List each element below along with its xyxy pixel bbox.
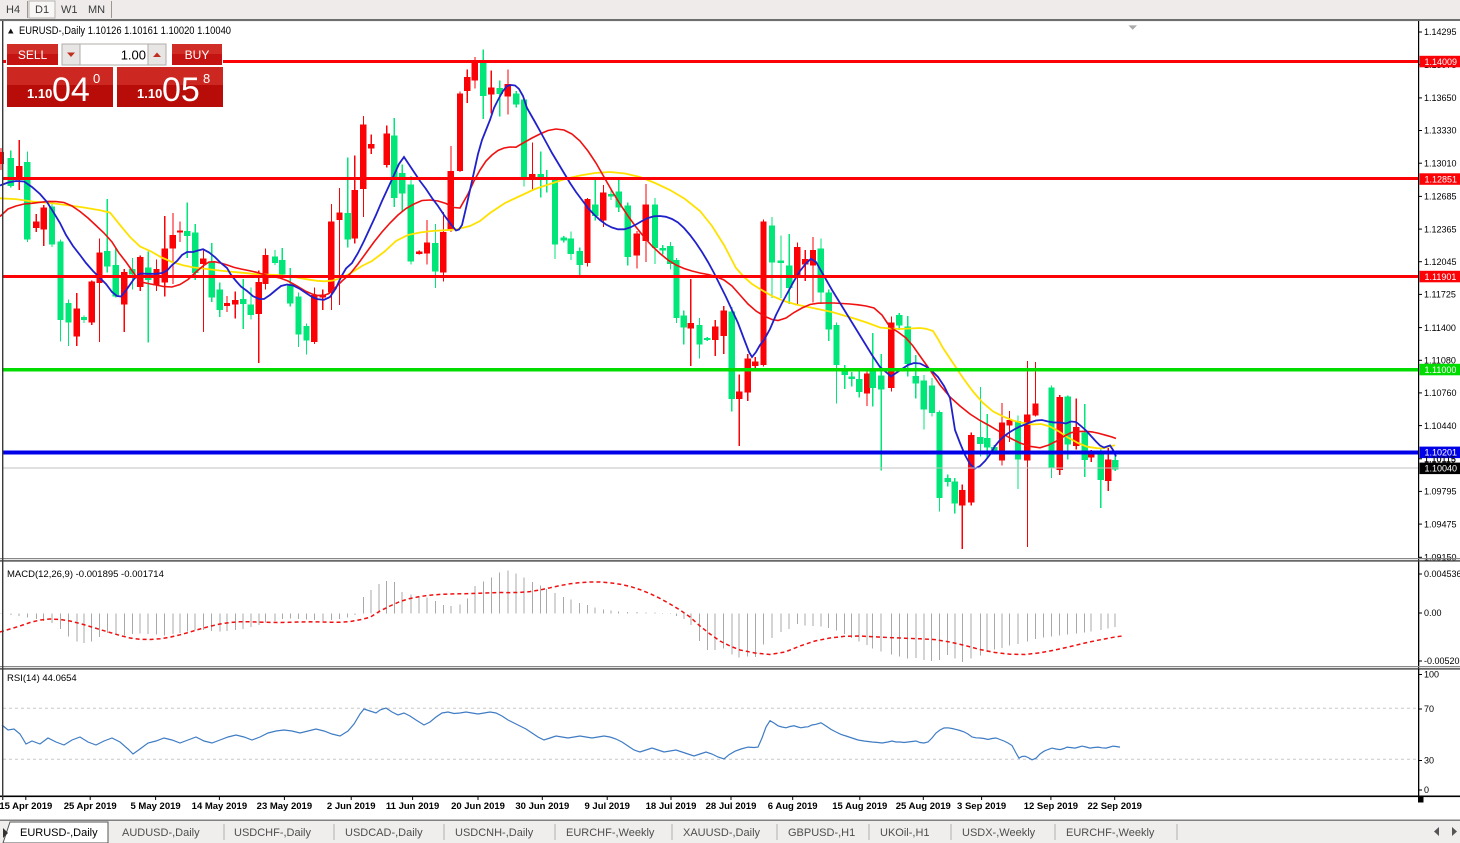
svg-text:1.10040: 1.10040	[1425, 464, 1458, 474]
svg-text:3 Sep 2019: 3 Sep 2019	[957, 801, 1006, 812]
svg-text:1.13010: 1.13010	[1424, 158, 1457, 168]
svg-text:USDCAD-,Daily: USDCAD-,Daily	[345, 827, 423, 839]
svg-text:1.11901: 1.11901	[1425, 272, 1457, 282]
svg-text:1.11080: 1.11080	[1424, 356, 1456, 366]
svg-text:9 Jul 2019: 9 Jul 2019	[584, 801, 629, 812]
svg-text:USDCNH-,Daily: USDCNH-,Daily	[455, 827, 534, 839]
svg-text:1.09475: 1.09475	[1424, 519, 1457, 529]
svg-text:1.11400: 1.11400	[1424, 323, 1456, 333]
svg-text:1.10115: 1.10115	[1424, 455, 1456, 465]
svg-text:1.09150: 1.09150	[1424, 553, 1457, 563]
svg-text:1.12685: 1.12685	[1424, 192, 1457, 202]
svg-text:70: 70	[1424, 704, 1434, 714]
svg-text:1.11000: 1.11000	[1425, 365, 1457, 375]
svg-text:20 Jun 2019: 20 Jun 2019	[451, 801, 505, 812]
svg-text:UKOil-,H1: UKOil-,H1	[880, 827, 930, 839]
svg-text:0.004536: 0.004536	[1424, 569, 1460, 579]
svg-text:W1: W1	[61, 4, 78, 16]
svg-text:1.12851: 1.12851	[1425, 174, 1458, 184]
svg-text:EURUSD-,Daily 1.10126 1.10161: EURUSD-,Daily 1.10126 1.10161 1.10020 1.…	[19, 25, 231, 37]
svg-text:15 Apr 2019: 15 Apr 2019	[0, 801, 52, 812]
svg-text:EURUSD-,Daily: EURUSD-,Daily	[20, 827, 98, 839]
svg-text:1.12045: 1.12045	[1424, 257, 1457, 267]
svg-text:25 Aug 2019: 25 Aug 2019	[896, 801, 951, 812]
svg-text:04: 04	[52, 71, 90, 109]
svg-text:14 May 2019: 14 May 2019	[192, 801, 247, 812]
svg-text:D1: D1	[35, 4, 49, 16]
svg-text:H4: H4	[6, 4, 20, 16]
svg-text:1.13330: 1.13330	[1424, 126, 1457, 136]
svg-text:1.12365: 1.12365	[1424, 224, 1457, 234]
svg-text:1.13650: 1.13650	[1424, 93, 1457, 103]
svg-text:18 Jul 2019: 18 Jul 2019	[646, 801, 697, 812]
svg-text:8: 8	[203, 71, 210, 86]
svg-text:1.14295: 1.14295	[1424, 27, 1457, 37]
svg-text:0: 0	[1424, 785, 1429, 795]
svg-text:0: 0	[93, 71, 100, 86]
svg-text:EURCHF-,Weekly: EURCHF-,Weekly	[566, 827, 655, 839]
svg-text:GBPUSD-,H1: GBPUSD-,H1	[788, 827, 855, 839]
svg-text:23 May 2019: 23 May 2019	[257, 801, 312, 812]
svg-text:30: 30	[1424, 756, 1434, 766]
svg-text:BUY: BUY	[185, 48, 210, 62]
svg-text:25 Apr 2019: 25 Apr 2019	[64, 801, 117, 812]
svg-text:12 Sep 2019: 12 Sep 2019	[1024, 801, 1078, 812]
svg-text:5 May 2019: 5 May 2019	[131, 801, 181, 812]
svg-text:1.14009: 1.14009	[1425, 57, 1458, 67]
svg-text:RSI(14) 44.0654: RSI(14) 44.0654	[7, 673, 77, 684]
svg-text:USDCHF-,Daily: USDCHF-,Daily	[234, 827, 312, 839]
svg-text:USDX-,Weekly: USDX-,Weekly	[962, 827, 1036, 839]
svg-text:1.10760: 1.10760	[1424, 388, 1457, 398]
svg-text:30 Jun 2019: 30 Jun 2019	[515, 801, 569, 812]
svg-text:22 Sep 2019: 22 Sep 2019	[1087, 801, 1141, 812]
svg-text:EURCHF-,Weekly: EURCHF-,Weekly	[1066, 827, 1155, 839]
svg-text:28 Jul 2019: 28 Jul 2019	[706, 801, 757, 812]
svg-text:2 Jun 2019: 2 Jun 2019	[327, 801, 376, 812]
svg-text:1.10440: 1.10440	[1424, 421, 1457, 431]
svg-text:MN: MN	[88, 4, 105, 16]
svg-text:100: 100	[1424, 670, 1439, 680]
svg-text:1.09795: 1.09795	[1424, 487, 1457, 497]
svg-text:1.11725: 1.11725	[1424, 290, 1456, 300]
svg-text:15 Aug 2019: 15 Aug 2019	[832, 801, 887, 812]
svg-text:SELL: SELL	[18, 48, 48, 62]
svg-text:XAUUSD-,Daily: XAUUSD-,Daily	[683, 827, 761, 839]
svg-text:AUDUSD-,Daily: AUDUSD-,Daily	[122, 827, 200, 839]
svg-text:6 Aug 2019: 6 Aug 2019	[768, 801, 818, 812]
svg-text:-0.005205: -0.005205	[1424, 656, 1460, 666]
svg-text:05: 05	[162, 71, 200, 109]
svg-text:1.10201: 1.10201	[1425, 448, 1458, 458]
svg-text:11 Jun 2019: 11 Jun 2019	[386, 801, 439, 812]
svg-text:1.10: 1.10	[137, 86, 162, 101]
svg-text:1.00: 1.00	[121, 48, 146, 63]
svg-text:1.10: 1.10	[27, 86, 52, 101]
svg-text:0.00: 0.00	[1424, 608, 1442, 618]
svg-text:1.10115: 1.10115	[1424, 454, 1456, 464]
svg-text:MACD(12,26,9) -0.001895 -0.001: MACD(12,26,9) -0.001895 -0.001714	[7, 569, 164, 580]
